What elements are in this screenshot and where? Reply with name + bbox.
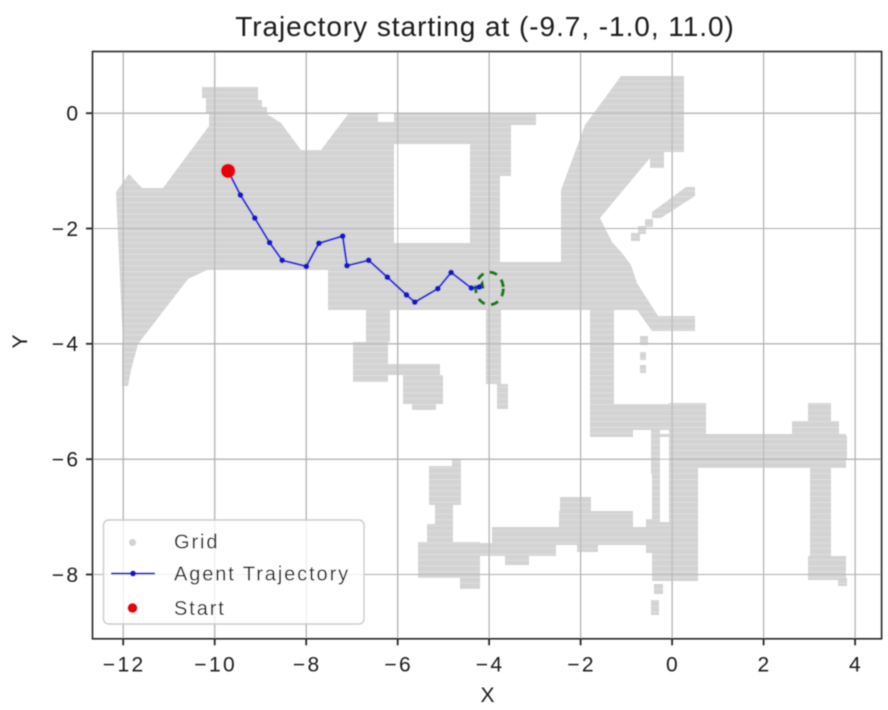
- svg-text:2: 2: [758, 654, 772, 677]
- svg-text:−8: −8: [52, 564, 81, 587]
- svg-text:4: 4: [849, 654, 863, 677]
- svg-text:−8: −8: [293, 654, 322, 677]
- svg-text:−10: −10: [194, 654, 237, 677]
- svg-text:Start: Start: [174, 598, 226, 620]
- svg-text:−4: −4: [52, 333, 81, 356]
- svg-text:−4: −4: [476, 654, 505, 677]
- svg-text:Trajectory starting at (-9.7,: Trajectory starting at (-9.7, -1.0, 11.0…: [235, 11, 735, 42]
- svg-text:Agent Trajectory: Agent Trajectory: [174, 564, 350, 586]
- svg-text:X: X: [480, 684, 494, 707]
- svg-text:−12: −12: [103, 654, 146, 677]
- svg-text:−6: −6: [52, 449, 81, 472]
- svg-text:−6: −6: [384, 654, 413, 677]
- svg-text:−2: −2: [52, 218, 81, 241]
- svg-text:Grid: Grid: [174, 532, 219, 554]
- svg-text:0: 0: [666, 654, 680, 677]
- svg-text:Y: Y: [9, 334, 32, 348]
- svg-text:−2: −2: [567, 654, 596, 677]
- svg-text:0: 0: [66, 103, 80, 126]
